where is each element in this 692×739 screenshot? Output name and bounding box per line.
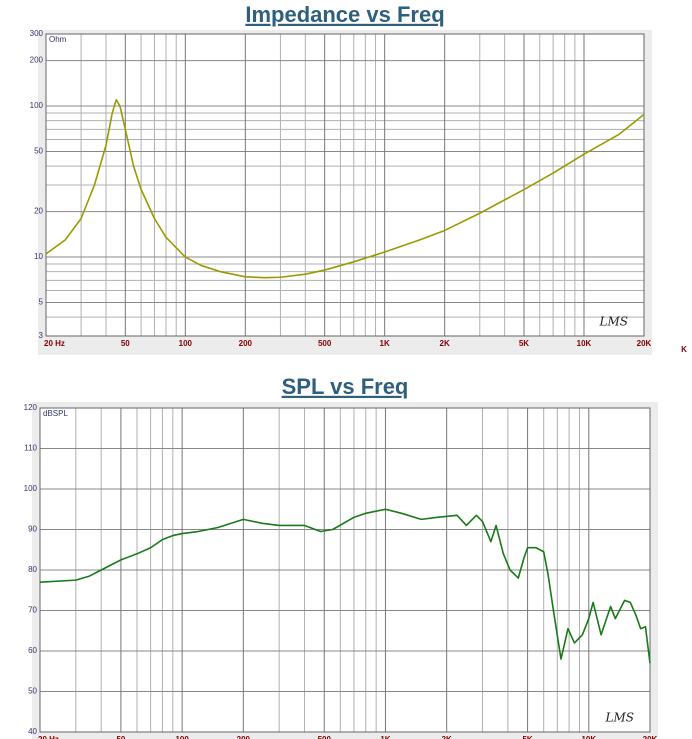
y-tick-label: 20 — [34, 207, 43, 216]
x-tick-label: 50 — [116, 735, 125, 739]
x-tick-label: 20K — [643, 735, 658, 739]
data-line — [45, 99, 645, 279]
y-axis-label: Ohm — [49, 35, 67, 44]
x-tick-label: 1K — [380, 735, 390, 739]
x-tick-label: 200 — [239, 339, 253, 348]
y-tick-label: 80 — [28, 565, 37, 574]
x-tick-label: 1K — [380, 339, 390, 348]
y-tick-label: 50 — [34, 147, 43, 156]
y-tick-label: 60 — [28, 646, 37, 655]
y-tick-label: 100 — [30, 101, 44, 110]
x-tick-label: 500 — [318, 735, 332, 739]
x-tick-label: 10K — [577, 339, 592, 348]
x-tick-label: 5K — [519, 339, 529, 348]
y-tick-label: 120 — [24, 403, 38, 412]
x-tick-label: 2K — [442, 735, 452, 739]
y-tick-label: 90 — [28, 525, 37, 534]
y-tick-label: 3 — [39, 331, 44, 340]
y-tick-label: 300 — [30, 29, 44, 38]
chart-title: SPL vs Freq — [282, 374, 409, 399]
chart-title: Impedance vs Freq — [245, 2, 444, 27]
annotation: K — [681, 345, 687, 354]
x-tick-label: 10K — [581, 735, 596, 739]
y-tick-label: 200 — [30, 56, 44, 65]
y-tick-label: 70 — [28, 606, 37, 615]
x-tick-label: 100 — [179, 339, 193, 348]
x-tick-label: 2K — [440, 339, 450, 348]
y-tick-label: 110 — [24, 444, 37, 453]
y-tick-label: 10 — [34, 252, 43, 261]
plot-border — [39, 407, 651, 733]
data-line — [39, 508, 651, 664]
x-tick-label: 50 — [121, 339, 130, 348]
y-tick-label: 5 — [39, 298, 44, 307]
x-tick-label: 20K — [637, 339, 652, 348]
y-tick-label: 50 — [28, 687, 37, 696]
x-tick-label: 500 — [318, 339, 332, 348]
x-tick-label: 20 Hz — [44, 339, 65, 348]
y-tick-label: 40 — [28, 727, 37, 736]
annotation: LMS — [605, 711, 634, 725]
plot-border — [45, 33, 645, 337]
annotation: LMS — [599, 315, 628, 329]
y-tick-label: 100 — [24, 484, 38, 493]
x-tick-label: 20 Hz — [38, 735, 59, 739]
x-tick-label: 5K — [522, 735, 532, 739]
x-tick-label: 100 — [175, 735, 189, 739]
y-axis-label: dBSPL — [43, 409, 68, 418]
x-tick-label: 200 — [237, 735, 251, 739]
